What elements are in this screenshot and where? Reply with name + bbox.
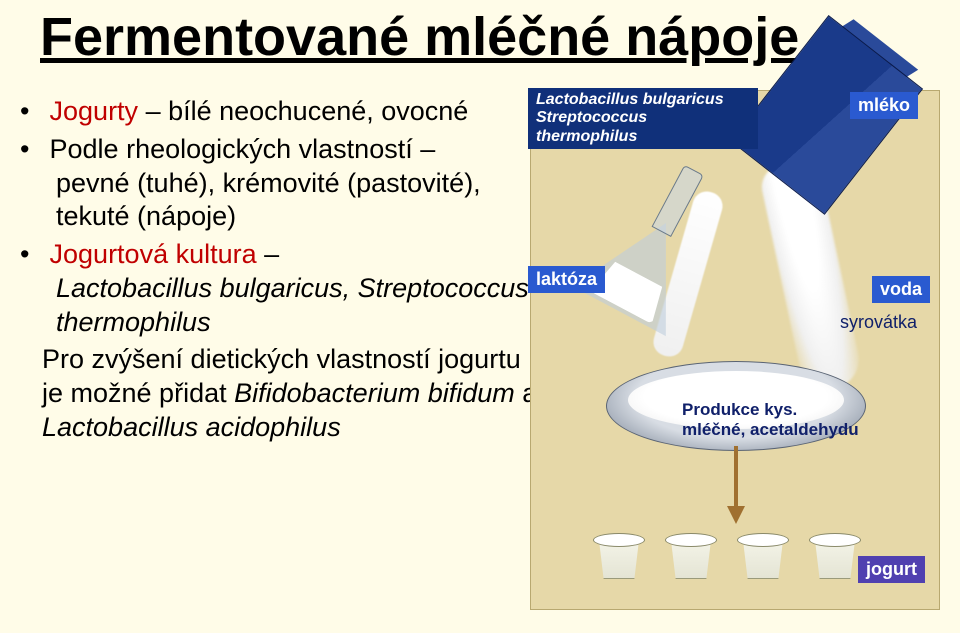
bullet-kultura: Jogurtová kultura – Lactobacillus bulgar…: [20, 238, 540, 339]
label-syrovatka: syrovátka: [840, 312, 917, 333]
bullet-list: Jogurty – bílé neochucené, ovocné Podle …: [20, 95, 540, 449]
yogurt-cup: [591, 531, 647, 579]
yogurt-cups-row: [591, 531, 863, 579]
label-mleko: mléko: [850, 92, 918, 119]
label-bacteria-l1: Lactobacillus bulgaricus: [536, 91, 724, 108]
yogurt-cup: [735, 531, 791, 579]
erlenmeyer-flask: [568, 145, 745, 347]
bullet-dieticke: Pro zvýšení dietických vlastností jogurt…: [20, 343, 540, 444]
bullet-jogurty: Jogurty – bílé neochucené, ovocné: [20, 95, 540, 129]
slide-title: Fermentované mléčné nápoje: [40, 6, 799, 68]
bullet-dieticke-sp2: Lactobacillus acidophilus: [42, 412, 341, 442]
yogurt-diagram: [530, 90, 940, 610]
label-bacteria: Lactobacillus bulgaricus Streptococcus t…: [528, 88, 758, 149]
bullet-kultura-species: Lactobacillus bulgaricus, Streptococcus …: [20, 272, 540, 340]
label-bacteria-l2: Streptococcus thermophilus: [536, 109, 647, 144]
bullet-rheology: Podle rheologických vlastností – pevné (…: [20, 133, 540, 234]
label-voda: voda: [872, 276, 930, 303]
bullet-jogurty-term: Jogurty: [50, 96, 139, 126]
label-produkce: Produkce kys. mléčné, acetaldehydu: [682, 400, 862, 439]
yogurt-cup: [663, 531, 719, 579]
yogurt-cup: [807, 531, 863, 579]
bullet-kultura-term: Jogurtová kultura: [50, 239, 257, 269]
bullet-rheology-l1: Podle rheologických vlastností –: [50, 134, 436, 164]
bullet-rheology-l2: pevné (tuhé), krémovité (pastovité), tek…: [20, 167, 540, 235]
label-laktoza: laktóza: [528, 266, 605, 293]
label-jogurt: jogurt: [858, 556, 925, 583]
bullet-dieticke-sp1: Bifidobacterium bifidum: [234, 378, 515, 408]
arrow-down-icon: [729, 446, 743, 526]
bullet-jogurty-rest: – bílé neochucené, ovocné: [138, 96, 468, 126]
bullet-kultura-dash: –: [257, 239, 280, 269]
